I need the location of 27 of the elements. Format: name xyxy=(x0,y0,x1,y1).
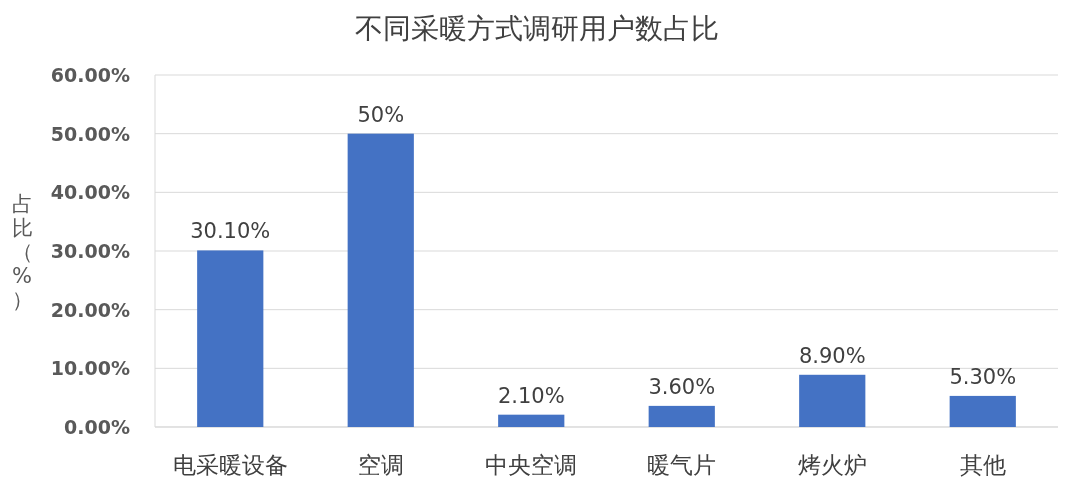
data-label: 50% xyxy=(357,102,405,127)
x-tick-label: 中央空调 xyxy=(485,452,578,478)
y-tick-label: 40.00% xyxy=(50,181,130,204)
bar xyxy=(648,405,715,427)
y-tick-label: 10.00% xyxy=(50,357,130,380)
x-tick-label: 电采暖设备 xyxy=(172,452,288,478)
x-tick-label: 烤火炉 xyxy=(797,452,867,478)
data-label: 30.10% xyxy=(190,219,271,244)
y-tick-label: 30.00% xyxy=(50,240,130,262)
bar xyxy=(347,133,414,427)
data-label: 2.10% xyxy=(497,383,565,408)
y-tick-label: 60.00% xyxy=(50,64,130,86)
data-label: 8.90% xyxy=(798,343,866,368)
data-label: 3.60% xyxy=(648,374,716,399)
bar xyxy=(197,250,264,427)
data-label: 5.30% xyxy=(949,364,1017,389)
x-tick-label: 其他 xyxy=(959,452,1006,478)
y-tick-label: 20.00% xyxy=(50,298,130,321)
bar xyxy=(949,395,1016,427)
y-tick-label: 50.00% xyxy=(50,122,130,145)
chart-title: 不同采暖方式调研用户数占比 xyxy=(354,12,719,45)
x-tick-label: 空调 xyxy=(357,452,404,478)
bar xyxy=(498,414,565,427)
y-axis-title: 占比（%） xyxy=(11,192,33,312)
bar xyxy=(799,374,866,427)
y-tick-label: 0.00% xyxy=(64,416,130,438)
x-tick-label: 暖气片 xyxy=(647,452,717,478)
